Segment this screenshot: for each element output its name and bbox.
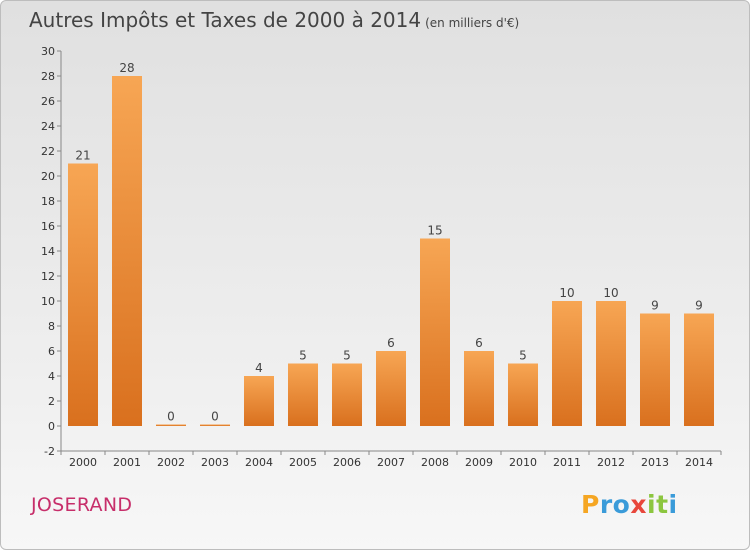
bar-data-label: 0: [167, 410, 175, 424]
bar: [112, 76, 142, 426]
location-name: JOSERAND: [31, 494, 133, 516]
y-tick-label: 0: [48, 420, 55, 433]
y-tick-label: 14: [41, 245, 55, 258]
bar: [684, 313, 714, 426]
x-tick-label: 2003: [201, 456, 229, 469]
x-tick-label: 2011: [553, 456, 581, 469]
y-tick-label: 12: [41, 270, 55, 283]
bar: [332, 363, 362, 426]
proxiti-logo: Proxiti: [581, 490, 678, 519]
chart-title-text: Autres Impôts et Taxes de 2000 à 2014: [29, 8, 422, 32]
y-tick-label: 26: [41, 95, 55, 108]
logo-letter: i: [647, 490, 657, 519]
bar: [596, 301, 626, 426]
x-tick-label: 2012: [597, 456, 625, 469]
bar: [420, 238, 450, 426]
x-tick-label: 2010: [509, 456, 537, 469]
bar-data-label: 6: [475, 336, 483, 350]
y-tick-label: 28: [41, 70, 55, 83]
y-tick-label: 10: [41, 295, 55, 308]
x-tick-label: 2002: [157, 456, 185, 469]
logo-letter: r: [599, 490, 613, 519]
x-tick-label: 2006: [333, 456, 361, 469]
y-tick-label: 2: [48, 395, 55, 408]
bar-data-label: 9: [651, 299, 659, 313]
y-tick-label: 24: [41, 120, 55, 133]
x-tick-label: 2004: [245, 456, 273, 469]
bar: [244, 376, 274, 426]
bar-data-label: 10: [559, 286, 574, 300]
y-tick-label: 20: [41, 170, 55, 183]
x-tick-label: 2009: [465, 456, 493, 469]
bar-data-label: 9: [695, 299, 703, 313]
chart-title: Autres Impôts et Taxes de 2000 à 2014 (en…: [29, 8, 519, 32]
y-tick-label: 8: [48, 320, 55, 333]
y-tick-label: -2: [44, 445, 55, 458]
bar: [200, 424, 230, 426]
y-tick-label: 22: [41, 145, 55, 158]
logo-letter: x: [630, 490, 647, 519]
bar-data-label: 28: [119, 61, 134, 75]
logo-letter: i: [668, 490, 678, 519]
x-tick-label: 2001: [113, 456, 141, 469]
x-tick-label: 2008: [421, 456, 449, 469]
bar: [464, 351, 494, 426]
bar: [376, 351, 406, 426]
y-tick-label: 30: [41, 45, 55, 58]
x-tick-label: 2005: [289, 456, 317, 469]
logo-letter: o: [612, 490, 631, 519]
bar-data-label: 5: [519, 349, 527, 363]
bar-data-label: 21: [75, 149, 90, 163]
bar: [552, 301, 582, 426]
bar-data-label: 10: [603, 286, 618, 300]
y-tick-label: 4: [48, 370, 55, 383]
bar: [156, 424, 186, 426]
y-tick-label: 18: [41, 195, 55, 208]
bar-data-label: 6: [387, 336, 395, 350]
x-tick-label: 2014: [685, 456, 713, 469]
bar-data-label: 5: [343, 349, 351, 363]
bar: [508, 363, 538, 426]
bar: [68, 163, 98, 426]
y-tick-label: 16: [41, 220, 55, 233]
x-tick-label: 2007: [377, 456, 405, 469]
x-tick-label: 2013: [641, 456, 669, 469]
logo-letter: P: [581, 490, 600, 519]
bar-data-label: 15: [427, 224, 442, 238]
bar-data-label: 0: [211, 410, 219, 424]
bar-data-label: 5: [299, 349, 307, 363]
bar: [640, 313, 670, 426]
y-tick-label: 6: [48, 345, 55, 358]
bar-data-label: 4: [255, 361, 263, 375]
logo-letter: t: [656, 490, 669, 519]
chart-subtitle: (en milliers d'€): [425, 16, 520, 30]
bar: [288, 363, 318, 426]
x-tick-label: 2000: [69, 456, 97, 469]
